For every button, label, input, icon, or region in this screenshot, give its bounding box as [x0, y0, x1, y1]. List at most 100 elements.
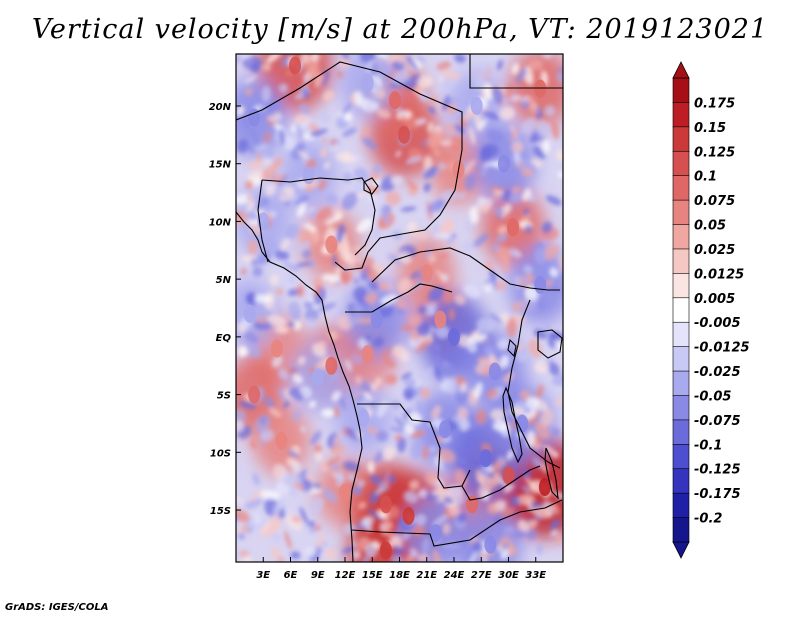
field-cell — [484, 535, 497, 554]
field-speckle-mark — [483, 162, 494, 168]
field-speckle-mark — [525, 430, 536, 448]
field-speckle-mark — [408, 314, 422, 327]
field-speckle-mark — [284, 223, 300, 240]
lake-kivu — [507, 338, 517, 358]
footer-credit: GrADS: IGES/COLA — [5, 602, 109, 613]
field-speckle-mark — [271, 532, 281, 543]
field-speckle-mark — [441, 69, 460, 80]
field-speckle-mark — [526, 410, 540, 426]
field-speckle-mark — [435, 325, 450, 339]
colorbar: 0.175 0.15 0.125 0.1 0.075 0.05 0.025 0.0125 0.0… — [672, 61, 750, 559]
field-cell — [448, 327, 460, 346]
field-speckle-mark — [492, 466, 501, 476]
field-speckle-mark — [316, 340, 327, 350]
field-speckle-mark — [359, 54, 376, 63]
field-speckle-mark — [394, 107, 407, 116]
field-speckle-mark — [267, 100, 281, 117]
field-speckle-mark — [245, 88, 253, 96]
field-speckle-mark — [549, 518, 560, 531]
field-speckle-mark — [424, 246, 432, 260]
field-speckle-mark — [275, 287, 284, 296]
field-speckle-mark — [237, 345, 249, 357]
colorbar-label: 0.05 — [694, 219, 726, 234]
field-speckle-mark — [496, 545, 504, 553]
field-speckle-mark — [447, 97, 459, 105]
field-speckle-mark — [521, 117, 537, 134]
field-speckle-mark — [250, 62, 260, 74]
y-tick-label: 15S — [210, 506, 231, 517]
field-speckle-mark — [467, 551, 478, 562]
field-speckle-mark — [376, 430, 389, 443]
field-speckle-mark — [447, 377, 457, 395]
field-speckle-mark — [345, 359, 352, 372]
field-cell — [534, 79, 547, 98]
field-speckle-mark — [510, 94, 522, 102]
field-speckle-mark — [423, 182, 431, 193]
field-speckle-mark — [353, 183, 364, 194]
field-speckle-mark — [443, 289, 454, 304]
field-speckle-mark — [382, 446, 396, 461]
field-speckle-mark — [543, 243, 559, 261]
field-speckle-mark — [551, 120, 560, 140]
field-speckle-mark — [460, 382, 467, 393]
field-cell — [420, 264, 433, 283]
field-speckle-mark — [288, 301, 302, 320]
field-speckle-mark — [432, 222, 440, 237]
field-speckle-mark — [395, 307, 405, 315]
field-speckle-mark — [529, 134, 539, 144]
field-speckle-mark — [501, 256, 510, 273]
field-speckle-mark — [348, 252, 358, 263]
field-speckle-mark — [367, 508, 382, 522]
field-speckle-mark — [268, 515, 283, 531]
field-speckle-mark — [448, 308, 456, 321]
field-speckle-mark — [395, 298, 407, 310]
field-speckle-mark — [244, 499, 263, 509]
field-speckle-mark — [283, 400, 290, 409]
colorbar-label: -0.0125 — [694, 341, 750, 356]
field-speckle-mark — [384, 374, 398, 385]
field-speckle-mark — [473, 382, 483, 399]
colorbar-bin — [672, 199, 690, 226]
field-speckle-mark — [436, 501, 446, 511]
field-speckle-mark — [403, 490, 419, 504]
field-speckle-mark — [497, 225, 508, 235]
field-speckle-mark — [366, 185, 380, 195]
field-speckle-mark — [380, 208, 390, 224]
y-tick-label: 5S — [217, 391, 231, 402]
field-speckle-mark — [509, 420, 516, 430]
field-speckle-mark — [295, 123, 304, 141]
x-tick-label: 27E — [471, 570, 492, 581]
field-speckle-mark — [521, 485, 531, 494]
field-speckle-mark — [300, 385, 312, 399]
field-speckle-mark — [353, 262, 365, 272]
field-speckle-mark — [445, 123, 458, 132]
field-speckle-mark — [485, 260, 494, 270]
field-cell — [388, 91, 401, 110]
field-speckle-mark — [343, 522, 356, 536]
field-speckle-mark — [309, 128, 328, 137]
field-speckle-mark — [274, 326, 289, 334]
field-speckle-mark — [410, 430, 426, 438]
field-cell — [402, 506, 415, 525]
field-speckle-mark — [383, 520, 394, 531]
field-speckle-mark — [309, 210, 317, 218]
field-speckle-mark — [484, 283, 494, 293]
field-speckle-mark — [293, 115, 309, 124]
field-speckle-mark — [262, 163, 277, 181]
colorbar-max-arrow — [672, 61, 690, 79]
field-speckle-mark — [511, 302, 524, 312]
field-speckle-mark — [515, 352, 528, 362]
field-speckle-mark — [296, 202, 307, 217]
field-speckle-mark — [548, 361, 560, 376]
field-speckle-mark — [300, 426, 306, 433]
field-speckle-mark — [245, 201, 256, 213]
field-cell — [289, 56, 302, 75]
field-speckle-mark — [487, 473, 502, 490]
field-speckle-mark — [449, 135, 464, 152]
field-speckle-mark — [252, 294, 272, 304]
colorbar-bin — [672, 273, 690, 299]
field-speckle-mark — [347, 315, 362, 325]
field-speckle-mark — [367, 461, 375, 474]
field-speckle-mark — [413, 166, 419, 172]
